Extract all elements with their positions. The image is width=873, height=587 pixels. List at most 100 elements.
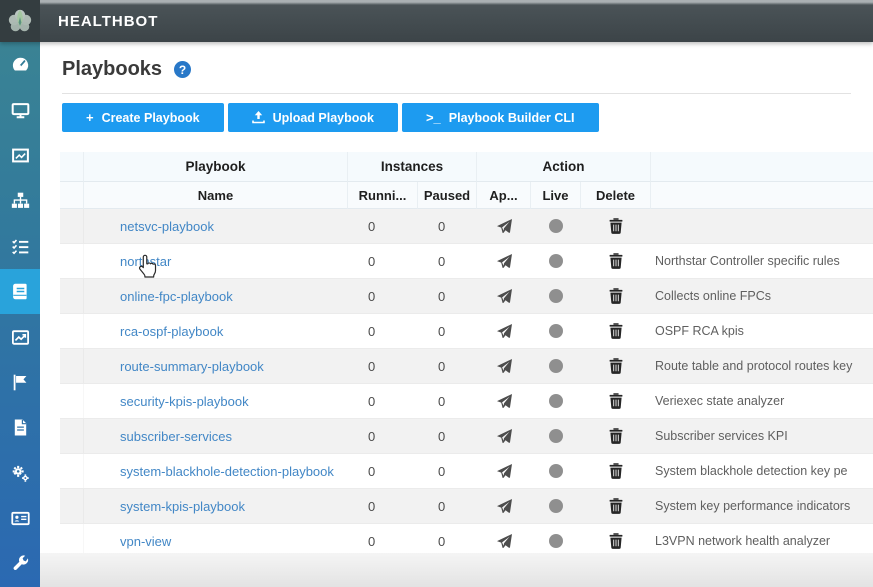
col-header-running[interactable]: Runni...	[348, 182, 418, 209]
playbook-builder-cli-button[interactable]: >_ Playbook Builder CLI	[401, 103, 599, 132]
page-title: Playbooks	[62, 58, 163, 80]
playbook-description: Veriexec state analyzer	[655, 394, 785, 408]
checklist-icon	[11, 239, 28, 255]
sidebar-item-frame[interactable]	[0, 133, 40, 178]
sidebar-item-gears[interactable]	[0, 451, 40, 496]
table-body: netsvc-playbook 0 0 northstar 0 0	[60, 209, 873, 559]
upload-playbook-button[interactable]: Upload Playbook	[227, 103, 398, 132]
delete-icon[interactable]	[581, 209, 651, 243]
row-spacer-cell	[60, 349, 84, 383]
live-status-icon[interactable]	[531, 209, 581, 243]
running-count: 0	[368, 218, 376, 234]
sidebar-item-flag[interactable]	[0, 360, 40, 405]
playbook-name-link[interactable]: vpn-view	[120, 533, 172, 549]
sidebar-item-monitor[interactable]	[0, 87, 40, 132]
paused-count: 0	[438, 288, 446, 304]
playbook-name-link[interactable]: security-kpis-playbook	[120, 393, 249, 409]
apply-icon[interactable]	[477, 314, 531, 348]
apply-icon[interactable]	[477, 244, 531, 278]
running-count: 0	[368, 253, 376, 269]
row-spacer-cell	[60, 209, 84, 243]
playbook-description: L3VPN network health analyzer	[655, 534, 831, 548]
sidebar-item-topology[interactable]	[0, 178, 40, 223]
healthbot-logo[interactable]	[0, 0, 40, 42]
live-status-icon[interactable]	[531, 279, 581, 313]
group-header-spacer	[60, 152, 84, 182]
sidebar-item-book[interactable]	[0, 268, 40, 315]
apply-icon[interactable]	[477, 209, 531, 243]
playbook-name-link[interactable]: rca-ospf-playbook	[120, 323, 224, 339]
running-count: 0	[368, 498, 376, 514]
toolbar: + Create Playbook Upload Playbook >_ Pla…	[62, 103, 873, 132]
contact-card-icon	[10, 511, 30, 526]
delete-icon[interactable]	[581, 524, 651, 558]
playbook-name-link[interactable]: online-fpc-playbook	[120, 288, 233, 304]
help-icon[interactable]: ?	[174, 61, 192, 78]
delete-icon[interactable]	[581, 349, 651, 383]
sidebar-item-document[interactable]	[0, 405, 40, 450]
col-header-paused[interactable]: Paused	[418, 182, 477, 209]
sidebar-item-gauge[interactable]	[0, 42, 40, 87]
live-status-icon[interactable]	[531, 489, 581, 523]
playbook-name-link[interactable]: subscriber-services	[120, 428, 232, 444]
delete-icon[interactable]	[581, 314, 651, 348]
playbook-name-link[interactable]: system-blackhole-detection-playbook	[120, 463, 334, 479]
delete-icon[interactable]	[581, 454, 651, 488]
paused-count: 0	[438, 428, 446, 444]
apply-icon[interactable]	[477, 524, 531, 558]
apply-icon[interactable]	[477, 279, 531, 313]
delete-icon[interactable]	[581, 384, 651, 418]
row-spacer-cell	[60, 279, 84, 313]
live-status-icon[interactable]	[531, 454, 581, 488]
sidebar-item-checklist[interactable]	[0, 224, 40, 269]
document-icon	[14, 419, 26, 436]
sidebar-item-contact-card[interactable]	[0, 496, 40, 541]
live-status-icon[interactable]	[531, 419, 581, 453]
playbook-name-link[interactable]: northstar	[120, 253, 172, 269]
table-group-header: Playbook Instances Action	[60, 152, 873, 182]
live-status-icon[interactable]	[531, 314, 581, 348]
running-count: 0	[368, 463, 376, 479]
apply-icon[interactable]	[477, 419, 531, 453]
terminal-icon: >_	[425, 110, 441, 125]
apply-icon[interactable]	[477, 454, 531, 488]
upload-icon	[251, 111, 265, 124]
main-content: Playbooks ? + Create Playbook Upload Pla…	[40, 42, 873, 587]
live-status-icon[interactable]	[531, 524, 581, 558]
col-header-spacer	[60, 182, 84, 209]
live-status-icon[interactable]	[531, 384, 581, 418]
row-spacer-cell	[60, 419, 84, 453]
playbook-description: Collects online FPCs	[655, 289, 772, 303]
col-header-name[interactable]: Name	[84, 182, 348, 209]
playbook-name-link[interactable]: system-kpis-playbook	[120, 498, 245, 514]
running-count: 0	[368, 393, 376, 409]
playbook-name-link[interactable]: route-summary-playbook	[120, 358, 264, 374]
col-header-apply: Ap...	[477, 182, 531, 209]
row-spacer-cell	[60, 314, 84, 348]
table-row: system-kpis-playbook 0 0 System key perf…	[60, 489, 873, 524]
group-header-desc-spacer	[651, 152, 873, 182]
create-playbook-button[interactable]: + Create Playbook	[62, 103, 224, 132]
live-status-icon[interactable]	[531, 349, 581, 383]
live-status-icon[interactable]	[531, 244, 581, 278]
table-column-header: Name Runni... Paused Ap... Live Delete	[60, 182, 873, 209]
table-row: system-blackhole-detection-playbook 0 0 …	[60, 454, 873, 489]
playbook-name-link[interactable]: netsvc-playbook	[120, 218, 214, 234]
delete-icon[interactable]	[581, 279, 651, 313]
paused-count: 0	[438, 393, 446, 409]
table-row: netsvc-playbook 0 0	[60, 209, 873, 244]
delete-icon[interactable]	[581, 419, 651, 453]
delete-icon[interactable]	[581, 244, 651, 278]
group-header-instances: Instances	[348, 152, 477, 182]
apply-icon[interactable]	[477, 384, 531, 418]
apply-icon[interactable]	[477, 349, 531, 383]
apply-icon[interactable]	[477, 489, 531, 523]
playbook-description: OSPF RCA kpis	[655, 324, 744, 338]
playbooks-table: Playbook Instances Action Name Runni... …	[60, 152, 873, 559]
sidebar-item-chart[interactable]	[0, 314, 40, 359]
sidebar-item-wrench[interactable]	[0, 541, 40, 586]
plus-icon: +	[86, 110, 94, 125]
book-icon	[12, 283, 27, 300]
delete-icon[interactable]	[581, 489, 651, 523]
